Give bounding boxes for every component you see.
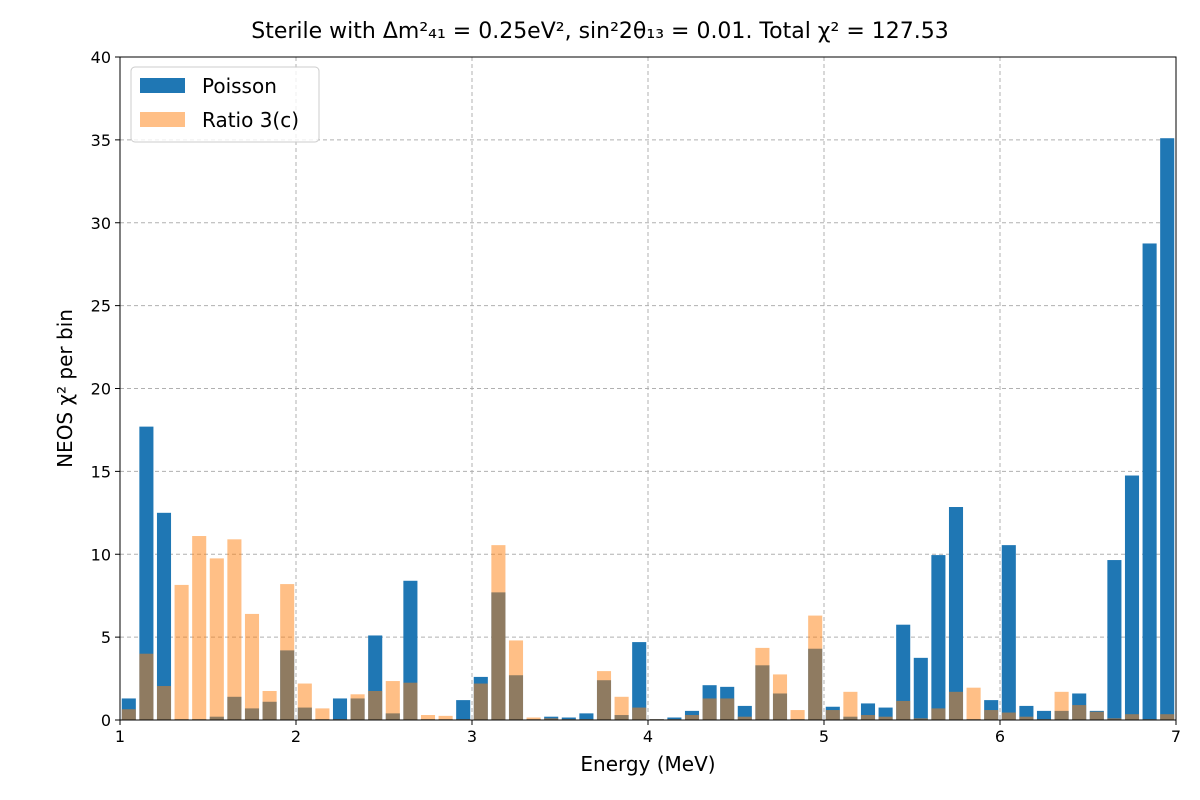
y-tick-label: 15 bbox=[91, 462, 111, 481]
bar-poisson bbox=[931, 555, 946, 720]
bar-poisson bbox=[156, 512, 172, 720]
bar-ratio bbox=[473, 683, 488, 720]
bar-poisson bbox=[1001, 545, 1016, 720]
bar-ratio bbox=[931, 708, 946, 720]
bar-ratio bbox=[1001, 712, 1016, 720]
bar-ratio bbox=[227, 539, 242, 720]
bar-poisson bbox=[1160, 138, 1175, 720]
bar-poisson bbox=[139, 426, 154, 720]
x-tick-label: 2 bbox=[291, 727, 301, 746]
y-tick-label: 5 bbox=[101, 628, 111, 647]
bar-ratio bbox=[385, 681, 400, 720]
bar-poisson bbox=[632, 642, 647, 720]
y-tick-label: 10 bbox=[91, 545, 111, 564]
bar-ratio bbox=[1019, 716, 1034, 720]
x-tick-label: 4 bbox=[643, 727, 653, 746]
bar-ratio bbox=[209, 558, 224, 720]
bar-poisson bbox=[896, 624, 911, 720]
bar-ratio bbox=[702, 698, 717, 720]
bar-ratio bbox=[121, 709, 136, 720]
bar-ratio bbox=[1107, 718, 1122, 720]
bar-poisson bbox=[948, 507, 964, 720]
y-axis-label: NEOS χ² per bin bbox=[53, 309, 77, 468]
y-tick-label: 25 bbox=[91, 297, 111, 316]
legend: Poisson Ratio 3(c) bbox=[130, 66, 320, 143]
bar-ratio bbox=[825, 710, 840, 720]
bar-ratio bbox=[315, 708, 330, 720]
grid bbox=[120, 57, 1176, 720]
x-tick-label: 7 bbox=[1171, 727, 1181, 746]
bar-poisson bbox=[332, 698, 348, 720]
bar-ratio bbox=[508, 640, 524, 720]
bar-ratio bbox=[1124, 714, 1140, 720]
bar-ratio bbox=[139, 653, 154, 720]
legend-label-poisson: Poisson bbox=[202, 74, 277, 98]
bar-poisson bbox=[1019, 705, 1034, 720]
bar-ratio bbox=[544, 718, 559, 720]
bar-ratio bbox=[808, 615, 823, 720]
bar-ratio bbox=[772, 674, 788, 720]
bar-ratio bbox=[948, 691, 964, 720]
bar-ratio bbox=[860, 715, 876, 720]
bar-poisson bbox=[1036, 710, 1052, 720]
bar-ratio bbox=[843, 691, 858, 720]
bar-ratio bbox=[737, 716, 752, 720]
x-tick-label: 6 bbox=[995, 727, 1005, 746]
bar-poisson bbox=[667, 717, 682, 720]
bar-ratio bbox=[280, 584, 295, 720]
bar-ratio bbox=[368, 690, 383, 720]
y-tick-label: 20 bbox=[91, 380, 111, 399]
legend-label-ratio: Ratio 3(c) bbox=[202, 108, 299, 132]
bar-ratio bbox=[878, 716, 893, 720]
x-tick-label: 3 bbox=[467, 727, 477, 746]
bar-ratio bbox=[1089, 711, 1104, 720]
bar-ratio bbox=[966, 687, 981, 720]
bar-poisson bbox=[561, 717, 576, 720]
bar-ratio bbox=[403, 682, 418, 720]
bar-ratio bbox=[262, 690, 277, 720]
bar-ratio bbox=[350, 694, 365, 720]
bar-ratio bbox=[491, 545, 506, 720]
bar-ratio bbox=[244, 613, 260, 720]
bar-ratio bbox=[614, 696, 629, 720]
bar-poisson bbox=[1142, 243, 1157, 720]
y-tick-label: 35 bbox=[91, 131, 111, 150]
y-tick-label: 30 bbox=[91, 214, 111, 233]
bar-ratio bbox=[297, 683, 312, 720]
legend-swatch-poisson bbox=[140, 78, 185, 93]
bar-ratio bbox=[684, 715, 700, 720]
bar-poisson bbox=[456, 700, 471, 720]
x-tick-label: 1 bbox=[115, 727, 125, 746]
bar-ratio bbox=[632, 707, 647, 720]
y-tick-label: 0 bbox=[101, 711, 111, 730]
bar-poisson bbox=[1124, 475, 1140, 720]
bar-ratio bbox=[720, 698, 735, 720]
bar-ratio bbox=[1072, 705, 1087, 720]
bar-ratio bbox=[755, 647, 770, 720]
y-tick-label: 40 bbox=[91, 48, 111, 67]
bar-ratio bbox=[1054, 691, 1069, 720]
bar-poisson bbox=[1107, 560, 1122, 720]
legend-swatch-ratio bbox=[140, 112, 185, 127]
bar-ratio bbox=[438, 715, 453, 720]
bar-ratio bbox=[896, 700, 911, 720]
bar-poisson bbox=[579, 713, 594, 720]
bar-ratio bbox=[420, 715, 436, 720]
bar-ratio bbox=[156, 686, 172, 720]
bar-poisson bbox=[737, 705, 752, 720]
bar-ratio bbox=[526, 717, 541, 720]
chart-title: Sterile with Δm²₄₁ = 0.25eV², sin²2θ₁₃ =… bbox=[251, 19, 948, 44]
bar-ratio bbox=[790, 710, 805, 720]
ticks: 1 2 3 4 5 6 7 0 5 10 15 20 25 30 35 40 bbox=[91, 48, 1181, 746]
bar-poisson bbox=[913, 657, 928, 720]
bar-ratio bbox=[596, 671, 612, 720]
x-axis-label: Energy (MeV) bbox=[580, 752, 715, 776]
x-tick-label: 5 bbox=[819, 727, 829, 746]
bar-ratio bbox=[192, 536, 207, 720]
bar-ratio bbox=[984, 710, 999, 720]
bar-ratio bbox=[174, 584, 189, 720]
bar-ratio bbox=[1160, 714, 1175, 720]
bar-ratio bbox=[913, 718, 928, 720]
